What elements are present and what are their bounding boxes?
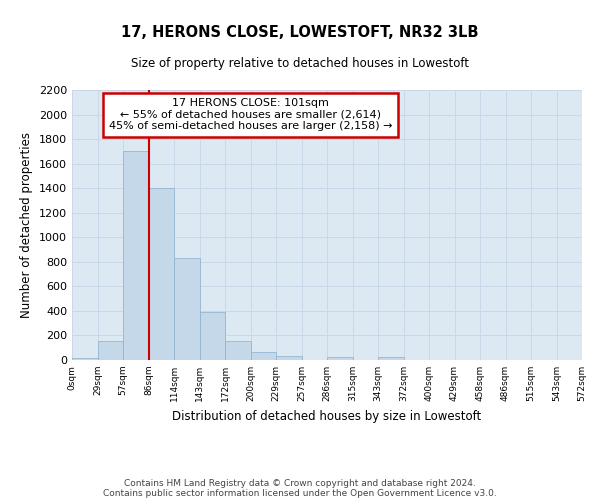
Bar [327,357,353,360]
Bar [97,341,123,360]
Bar [276,356,302,360]
Text: Size of property relative to detached houses in Lowestoft: Size of property relative to detached ho… [131,58,469,70]
Bar [251,352,276,360]
Bar [149,188,174,360]
Text: 17, HERONS CLOSE, LOWESTOFT, NR32 3LB: 17, HERONS CLOSE, LOWESTOFT, NR32 3LB [121,25,479,40]
Text: Contains HM Land Registry data © Crown copyright and database right 2024.: Contains HM Land Registry data © Crown c… [124,478,476,488]
Text: Contains public sector information licensed under the Open Government Licence v3: Contains public sector information licen… [103,488,497,498]
Bar [123,152,149,360]
Y-axis label: Number of detached properties: Number of detached properties [20,132,34,318]
Bar [225,341,251,360]
Bar [199,312,225,360]
X-axis label: Distribution of detached houses by size in Lowestoft: Distribution of detached houses by size … [172,410,482,422]
Bar [378,357,404,360]
Bar [72,358,97,360]
Text: 17 HERONS CLOSE: 101sqm
← 55% of detached houses are smaller (2,614)
45% of semi: 17 HERONS CLOSE: 101sqm ← 55% of detache… [109,98,392,132]
Bar [174,258,199,360]
